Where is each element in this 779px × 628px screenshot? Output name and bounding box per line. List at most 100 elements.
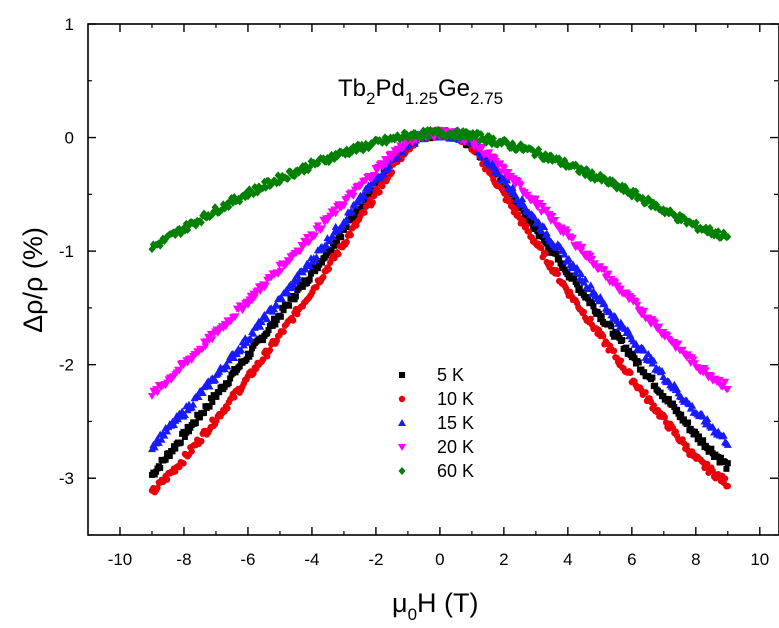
data-point (554, 270, 562, 278)
series-60k (148, 126, 732, 254)
plot-marks (147, 126, 732, 496)
legend-marker (398, 395, 406, 403)
data-point (650, 402, 657, 409)
data-point (587, 315, 594, 323)
data-point (313, 283, 320, 291)
data-point (556, 255, 563, 262)
data-point (651, 319, 660, 327)
data-point (690, 360, 699, 368)
legend-marker (398, 419, 406, 426)
data-point (623, 325, 632, 333)
data-point (542, 206, 551, 214)
data-point (227, 375, 234, 382)
data-point (576, 285, 583, 292)
data-point (313, 222, 322, 230)
data-point (172, 445, 179, 452)
data-point (496, 170, 505, 178)
legend-label: 15 K (437, 413, 474, 433)
data-point (500, 165, 509, 173)
data-point (198, 388, 207, 396)
data-point (640, 346, 649, 354)
data-point (506, 197, 514, 205)
data-point (571, 275, 578, 282)
data-point (160, 431, 169, 439)
data-point (674, 340, 683, 348)
data-point (322, 241, 331, 249)
data-point (721, 475, 729, 482)
data-point (627, 369, 634, 376)
data-point (599, 332, 607, 340)
data-point (181, 433, 188, 440)
data-point (669, 400, 676, 407)
data-point (284, 174, 292, 183)
data-point (292, 293, 299, 300)
data-point (265, 327, 272, 334)
data-point (376, 188, 383, 196)
data-point (343, 224, 350, 231)
data-point (230, 354, 239, 362)
data-point (201, 343, 210, 351)
legend-marker (398, 467, 406, 475)
data-point (611, 333, 618, 340)
data-point (153, 389, 162, 397)
data-point (584, 295, 591, 302)
data-point (688, 401, 697, 409)
data-point (239, 304, 248, 312)
data-point (150, 443, 159, 451)
data-point (382, 160, 391, 168)
data-point (665, 396, 672, 403)
data-point (312, 253, 321, 261)
data-point (649, 374, 656, 381)
data-point (305, 238, 314, 246)
data-point (311, 232, 320, 240)
data-point (205, 382, 214, 390)
data-point (147, 392, 156, 400)
data-point (530, 213, 539, 221)
x-tick-label: 4 (563, 550, 572, 569)
y-tick-label: 1 (65, 15, 74, 34)
legend-label: 60 K (437, 461, 474, 481)
data-point (724, 232, 732, 241)
plot-frame (87, 23, 779, 536)
data-point (540, 222, 549, 230)
data-point (175, 367, 184, 375)
data-point (328, 232, 337, 240)
data-point (250, 370, 257, 377)
data-point (701, 367, 710, 375)
data-point (338, 234, 345, 241)
data-point (590, 303, 597, 310)
data-point (369, 199, 376, 206)
data-point (317, 225, 326, 233)
data-point (209, 398, 216, 405)
data-point (501, 183, 508, 190)
data-point (331, 242, 338, 249)
data-point (655, 323, 664, 331)
data-point (678, 411, 685, 418)
data-point (211, 375, 220, 383)
data-point (207, 395, 214, 402)
data-point (640, 307, 649, 315)
data-point (361, 209, 368, 216)
data-point (555, 154, 563, 163)
data-point (273, 316, 280, 323)
data-point (719, 431, 728, 439)
data-point (600, 299, 609, 307)
data-point (365, 184, 374, 192)
data-point (280, 328, 287, 335)
data-point (639, 193, 647, 202)
data-point (348, 208, 357, 216)
x-tick-label: 8 (691, 550, 700, 569)
data-point (626, 348, 633, 355)
data-point (531, 195, 540, 203)
data-point (516, 182, 525, 190)
data-point (180, 411, 189, 419)
data-point (588, 255, 597, 263)
data-point (542, 250, 549, 257)
data-point (670, 380, 679, 388)
data-point (689, 356, 698, 364)
data-point (724, 460, 731, 467)
data-point (276, 267, 285, 275)
data-point (568, 234, 577, 242)
data-point (379, 182, 386, 190)
legend-marker (398, 444, 406, 451)
